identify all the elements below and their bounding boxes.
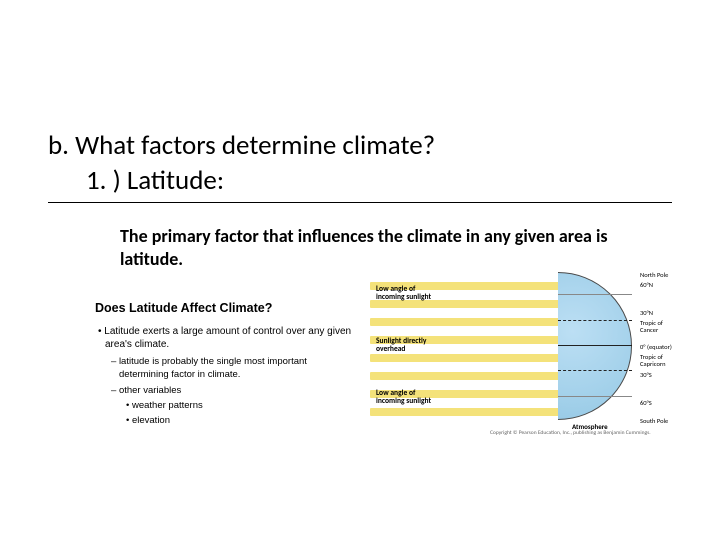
- sunlabel-mid: Sunlight directlyoverhead: [376, 338, 426, 354]
- latitude-label: 60°S: [640, 400, 652, 407]
- leftbox-title: Does Latitude Affect Climate?: [95, 300, 355, 317]
- sunlight-band: [370, 408, 560, 416]
- heading-line-1: b. What factors determine climate?: [48, 128, 672, 163]
- latitude-label: Tropic ofCancer: [640, 320, 663, 334]
- leftbox-bullet-1: Latitude exerts a large amount of contro…: [95, 325, 355, 352]
- latitude-label: 30°S: [640, 372, 652, 379]
- latitude-label: 0° (equator): [640, 344, 672, 351]
- equator-line: [558, 345, 632, 346]
- latitude-label: North Pole: [640, 272, 668, 279]
- primary-statement: The primary factor that influences the c…: [120, 225, 640, 270]
- leftbox-sub-1: weather patterns: [95, 400, 355, 413]
- leftbox-sub-2: elevation: [95, 415, 355, 428]
- latitude-label: 60°N: [640, 282, 653, 289]
- globe: [558, 272, 646, 420]
- copyright-text: Copyright © Pearson Education, Inc., pub…: [490, 430, 651, 436]
- latitude-label: Tropic ofCapricorn: [640, 354, 666, 368]
- section-heading: b. What factors determine climate? 1. ) …: [48, 128, 672, 203]
- latitude-label: South Pole: [640, 418, 668, 425]
- sunlight-band: [370, 354, 560, 362]
- tropic-capricorn-line: [558, 370, 632, 371]
- sunlight-band: [370, 372, 560, 380]
- sunlight-band: [370, 318, 560, 326]
- latitude-affect-box: Does Latitude Affect Climate? Latitude e…: [95, 300, 355, 430]
- tropic-cancer-line: [558, 320, 632, 321]
- latitude-sunlight-diagram: Low angle ofincoming sunlight Sunlight d…: [370, 272, 670, 432]
- latitude-label: 30°N: [640, 310, 653, 317]
- leftbox-bullet-3: other variables: [95, 385, 355, 398]
- lat-60n-line: [558, 294, 632, 295]
- lat-60s-line: [558, 396, 632, 397]
- sunlabel-top: Low angle ofincoming sunlight: [376, 286, 431, 302]
- leftbox-bullet-2: latitude is probably the single most imp…: [95, 356, 355, 382]
- sunlabel-bottom: Low angle ofincoming sunlight: [376, 390, 431, 406]
- heading-line-2: 1. ) Latitude:: [48, 163, 672, 198]
